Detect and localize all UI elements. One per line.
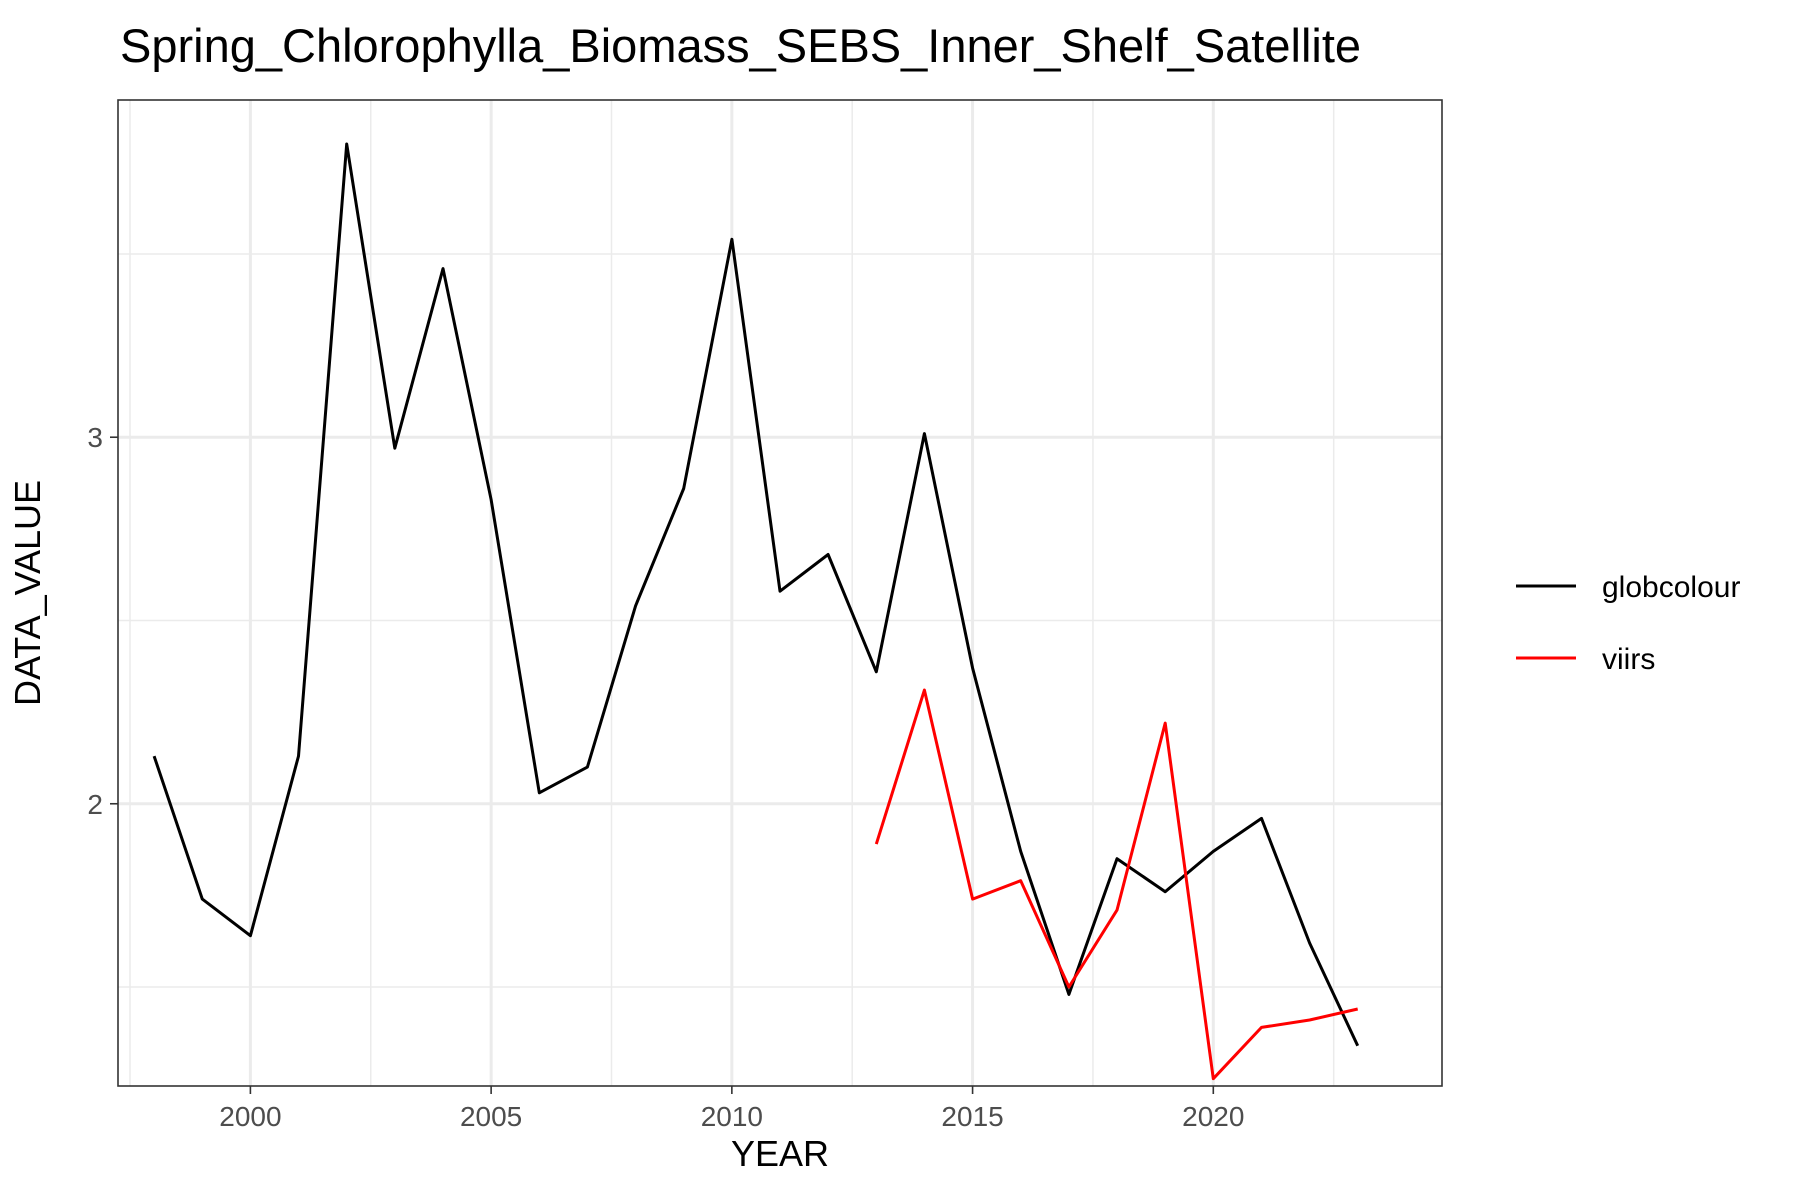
x-tick-label: 2005: [460, 1101, 522, 1132]
legend-label-globcolour: globcolour: [1602, 571, 1740, 604]
x-tick-label: 2000: [219, 1101, 281, 1132]
series-lines: [152, 142, 1360, 1081]
y-axis-title: DATA_VALUE: [7, 480, 48, 706]
axes: 2000 2005 2010 2015 2020 2 3: [87, 422, 1244, 1132]
series-line-viirs: [874, 688, 1359, 1081]
x-tick-label: 2010: [701, 1101, 763, 1132]
plot-panel-border: [117, 99, 1443, 1087]
series-line-globcolour: [152, 142, 1360, 1047]
chart-title: Spring_Chlorophylla_Biomass_SEBS_Inner_S…: [120, 19, 1361, 72]
y-tick-label: 3: [87, 422, 103, 453]
grid: [118, 100, 1442, 1086]
legend: globcolour viirs: [1516, 571, 1740, 676]
y-tick-label: 2: [87, 789, 103, 820]
legend-label-viirs: viirs: [1602, 643, 1655, 676]
x-tick-label: 2015: [941, 1101, 1003, 1132]
x-tick-label: 2020: [1182, 1101, 1244, 1132]
x-axis-title: YEAR: [731, 1133, 829, 1174]
